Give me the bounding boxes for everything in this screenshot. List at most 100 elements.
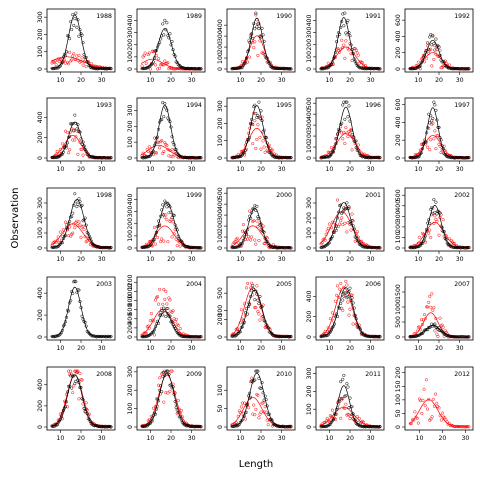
black-point	[273, 155, 278, 159]
x-tick-label: 10	[325, 256, 333, 263]
black-point	[246, 228, 250, 232]
black-point	[100, 334, 104, 339]
black-point	[100, 156, 104, 160]
red-point	[68, 148, 72, 152]
red-point	[428, 294, 432, 298]
black-point	[431, 116, 435, 120]
black-point	[81, 317, 85, 321]
black-point	[354, 145, 358, 150]
red-point	[249, 286, 253, 290]
black-point	[339, 25, 343, 29]
red-point	[345, 230, 349, 234]
red-point	[72, 222, 76, 226]
red-point	[422, 313, 427, 317]
black-point	[94, 156, 99, 160]
red-point	[424, 317, 428, 321]
red-point	[429, 138, 433, 142]
black-point	[161, 22, 165, 26]
black-point	[259, 222, 263, 226]
y-tick-label: 400	[217, 19, 224, 31]
red-point	[176, 398, 180, 403]
red-point	[347, 313, 351, 317]
red-point	[166, 391, 170, 395]
black-point	[75, 25, 79, 29]
x-tick-label: 10	[146, 435, 154, 442]
black-point	[101, 424, 105, 428]
black-point	[333, 142, 338, 146]
black-point	[446, 66, 450, 70]
black-point	[349, 129, 353, 133]
black-point	[435, 118, 439, 122]
black-point	[289, 155, 293, 160]
black-point	[348, 396, 352, 400]
black-point	[244, 56, 249, 61]
red-point	[347, 413, 351, 417]
red-point	[255, 137, 259, 142]
black-point	[432, 42, 436, 46]
black-point	[255, 204, 259, 208]
black-point	[188, 335, 192, 339]
red-point	[71, 138, 75, 142]
panel-year-label: 1988	[96, 13, 112, 20]
red-point	[438, 414, 442, 418]
black-point	[237, 244, 241, 248]
black-point	[195, 425, 199, 429]
black-point	[104, 156, 108, 160]
x-tick-label: 30	[98, 256, 106, 263]
red-point	[325, 329, 329, 333]
y-tick-label: 200	[127, 322, 134, 334]
x-tick-label: 20	[167, 435, 175, 442]
y-tick-label: 200	[217, 220, 224, 232]
red-point	[343, 221, 347, 225]
red-point	[162, 63, 166, 67]
black-point	[274, 424, 279, 428]
black-point	[427, 47, 431, 51]
black-point	[450, 335, 454, 339]
black-point	[289, 334, 293, 339]
red-point	[252, 219, 256, 223]
red-point	[262, 242, 266, 246]
y-tick-label: 100	[306, 403, 313, 415]
red-point	[436, 334, 440, 338]
red-point	[419, 399, 423, 403]
black-point	[98, 155, 102, 160]
y-tick-label: 300	[127, 105, 134, 117]
black-point	[174, 148, 178, 152]
black-point	[249, 395, 253, 399]
black-point	[178, 415, 182, 419]
x-tick-label: 20	[435, 166, 443, 173]
red-point	[345, 283, 349, 287]
black-point	[420, 147, 425, 151]
black-point	[158, 40, 162, 45]
black-point	[230, 156, 234, 160]
black-point	[153, 325, 158, 329]
red-point	[83, 235, 87, 239]
black-point	[284, 67, 288, 71]
black-point	[154, 230, 159, 234]
black-point	[152, 328, 157, 332]
red-point	[77, 220, 81, 224]
y-tick-label: 300	[395, 210, 402, 222]
y-tick-label: 400	[395, 30, 402, 42]
black-point	[348, 286, 352, 290]
x-tick-label: 20	[77, 345, 85, 352]
red-point	[323, 421, 327, 425]
black-point	[409, 335, 413, 339]
black-curve	[409, 107, 469, 158]
panel-2008: 10 20 30 0 200 400 2008	[37, 366, 116, 442]
black-point	[275, 66, 280, 70]
black-point	[244, 233, 249, 237]
black-point	[80, 203, 84, 207]
black-point	[170, 39, 174, 44]
black-point	[333, 315, 338, 319]
black-point	[439, 138, 443, 142]
black-point	[445, 334, 449, 338]
red-point	[256, 123, 260, 127]
black-point	[159, 214, 163, 218]
black-point	[167, 36, 171, 40]
black-point	[341, 103, 345, 107]
